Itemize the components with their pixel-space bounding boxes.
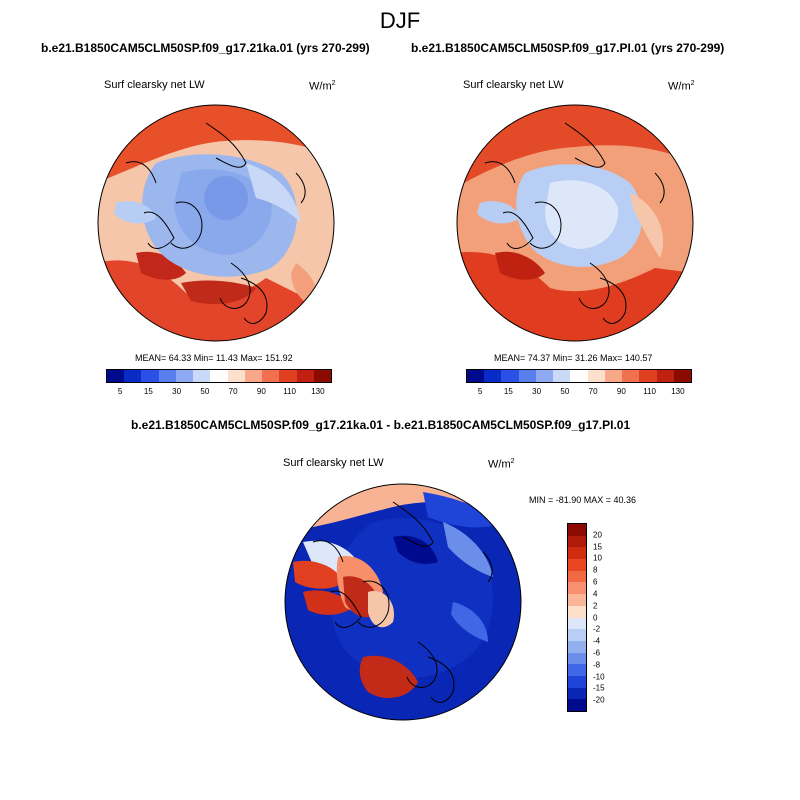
right-colorbar-tick-label: 15 bbox=[503, 387, 513, 396]
diff-colorbar-swatch bbox=[568, 559, 586, 571]
diff-colorbar-tick-label: 2 bbox=[593, 601, 598, 611]
diff-colorbar bbox=[567, 523, 587, 712]
right-colorbar-swatch bbox=[553, 370, 571, 382]
left-colorbar-swatch bbox=[124, 370, 142, 382]
diff-colorbar-swatch bbox=[568, 664, 586, 676]
right-colorbar-tick-label: 90 bbox=[616, 387, 626, 396]
diff-colorbar-tick-label: 10 bbox=[593, 553, 602, 563]
right-colorbar-swatch bbox=[622, 370, 640, 382]
diff-colorbar-tick-label: -6 bbox=[593, 648, 601, 658]
left-colorbar-tick-label: 90 bbox=[256, 387, 266, 396]
right-colorbar-swatch bbox=[467, 370, 485, 382]
right-units: W/m2 bbox=[668, 80, 695, 93]
diff-stats: MIN = -81.90 MAX = 40.36 bbox=[529, 495, 637, 505]
diff-colorbar-tick-label: 0 bbox=[593, 613, 598, 622]
diff-colorbar-ticks: 20 15 10 8 6 4 2 0 -2 -4 -6 -8 -10 -15 -20 bbox=[593, 523, 623, 712]
right-colorbar-tick-label: 30 bbox=[532, 387, 542, 396]
diff-colorbar-swatch bbox=[568, 675, 586, 688]
diff-colorbar-tick-label: -2 bbox=[593, 624, 601, 634]
left-colorbar-ticks: 5 15 30 50 70 90 110 130 bbox=[106, 387, 332, 399]
left-colorbar-swatch bbox=[279, 370, 297, 382]
right-colorbar-swatch bbox=[639, 370, 657, 382]
diff-colorbar-swatch bbox=[568, 594, 586, 606]
right-colorbar-swatch bbox=[501, 370, 519, 382]
left-colorbar-tick-label: 50 bbox=[200, 387, 210, 396]
diff-colorbar-swatch bbox=[568, 547, 586, 560]
right-colorbar-swatch bbox=[587, 370, 605, 382]
diff-colorbar-tick-label: 4 bbox=[593, 589, 598, 599]
diff-colorbar-tick-label: -20 bbox=[593, 695, 605, 705]
left-colorbar-swatch bbox=[158, 370, 176, 382]
diff-colorbar-swatch bbox=[568, 617, 586, 630]
right-colorbar-tick-label: 70 bbox=[588, 387, 598, 396]
left-colorbar-swatch bbox=[313, 370, 332, 382]
right-polar-map bbox=[456, 104, 694, 342]
diff-units: W/m2 bbox=[488, 458, 515, 471]
diff-colorbar-swatch bbox=[568, 570, 586, 583]
diff-colorbar-swatch bbox=[568, 524, 586, 536]
left-colorbar-swatch bbox=[227, 370, 245, 382]
right-colorbar-tick-label: 50 bbox=[560, 387, 570, 396]
left-colorbar-swatch bbox=[141, 370, 159, 382]
right-colorbar-tick-label: 130 bbox=[671, 387, 685, 396]
right-colorbar-swatch bbox=[518, 370, 536, 382]
left-colorbar-tick-label: 110 bbox=[283, 387, 297, 396]
left-colorbar bbox=[106, 369, 332, 383]
right-colorbar-tick-label: 110 bbox=[643, 387, 657, 396]
right-stats: MEAN= 74.37 Min= 31.26 Max= 140.57 bbox=[494, 353, 653, 363]
left-colorbar-swatch bbox=[210, 370, 228, 382]
diff-variable-label: Surf clearsky net LW bbox=[283, 457, 384, 469]
diff-colorbar-swatch bbox=[568, 687, 586, 700]
left-colorbar-swatch bbox=[244, 370, 263, 382]
right-colorbar-swatch bbox=[656, 370, 674, 382]
diff-colorbar-tick-label: 15 bbox=[593, 542, 602, 552]
diff-colorbar-tick-label: -8 bbox=[593, 660, 601, 670]
left-units: W/m2 bbox=[309, 80, 336, 93]
diff-colorbar-tick-label: -15 bbox=[593, 683, 605, 693]
right-colorbar-swatch bbox=[673, 370, 692, 382]
diff-polar-map bbox=[284, 483, 522, 721]
season-title: DJF bbox=[379, 8, 421, 33]
left-colorbar-swatch bbox=[193, 370, 211, 382]
left-polar-map bbox=[97, 104, 335, 342]
left-stats: MEAN= 64.33 Min= 11.43 Max= 151.92 bbox=[135, 353, 293, 363]
diff-colorbar-swatch bbox=[568, 535, 586, 548]
left-colorbar-tick-label: 70 bbox=[228, 387, 238, 396]
diff-colorbar-swatch bbox=[568, 582, 586, 595]
left-colorbar-swatch bbox=[107, 370, 125, 382]
right-colorbar-ticks: 5 15 30 50 70 90 110 130 bbox=[466, 387, 692, 399]
left-colorbar-tick-label: 30 bbox=[172, 387, 182, 396]
diff-colorbar-tick-label: -10 bbox=[593, 672, 605, 682]
diff-colorbar-swatch bbox=[568, 605, 586, 618]
left-colorbar-tick-label: 15 bbox=[143, 387, 153, 396]
left-colorbar-swatch bbox=[262, 370, 280, 382]
left-colorbar-swatch bbox=[175, 370, 194, 382]
diff-title: b.e21.B1850CAM5CLM50SP.f09_g17.21ka.01 -… bbox=[131, 418, 631, 432]
right-colorbar-swatch bbox=[484, 370, 502, 382]
diff-colorbar-tick-label: 6 bbox=[593, 577, 598, 587]
left-colorbar-tick-label: 5 bbox=[117, 387, 123, 396]
left-variable-label: Surf clearsky net LW bbox=[104, 79, 205, 91]
diff-colorbar-swatch bbox=[568, 629, 586, 641]
right-colorbar-swatch bbox=[604, 370, 623, 382]
left-colorbar-tick-label: 130 bbox=[311, 387, 325, 396]
right-colorbar-tick-label: 5 bbox=[477, 387, 483, 396]
diff-colorbar-swatch bbox=[568, 699, 586, 711]
right-colorbar bbox=[466, 369, 692, 383]
diff-colorbar-swatch bbox=[568, 640, 586, 653]
right-colorbar-swatch bbox=[535, 370, 554, 382]
right-colorbar-swatch bbox=[570, 370, 588, 382]
diff-colorbar-tick-label: 8 bbox=[593, 565, 598, 575]
run-a-title: b.e21.B1850CAM5CLM50SP.f09_g17.21ka.01 (… bbox=[41, 41, 370, 55]
diff-colorbar-tick-label: 20 bbox=[593, 530, 602, 540]
diff-colorbar-tick-label: -4 bbox=[593, 636, 601, 646]
left-colorbar-swatch bbox=[296, 370, 314, 382]
right-variable-label: Surf clearsky net LW bbox=[463, 79, 564, 91]
run-b-title: b.e21.B1850CAM5CLM50SP.f09_g17.PI.01 (yr… bbox=[411, 41, 725, 55]
diff-colorbar-swatch bbox=[568, 652, 586, 665]
